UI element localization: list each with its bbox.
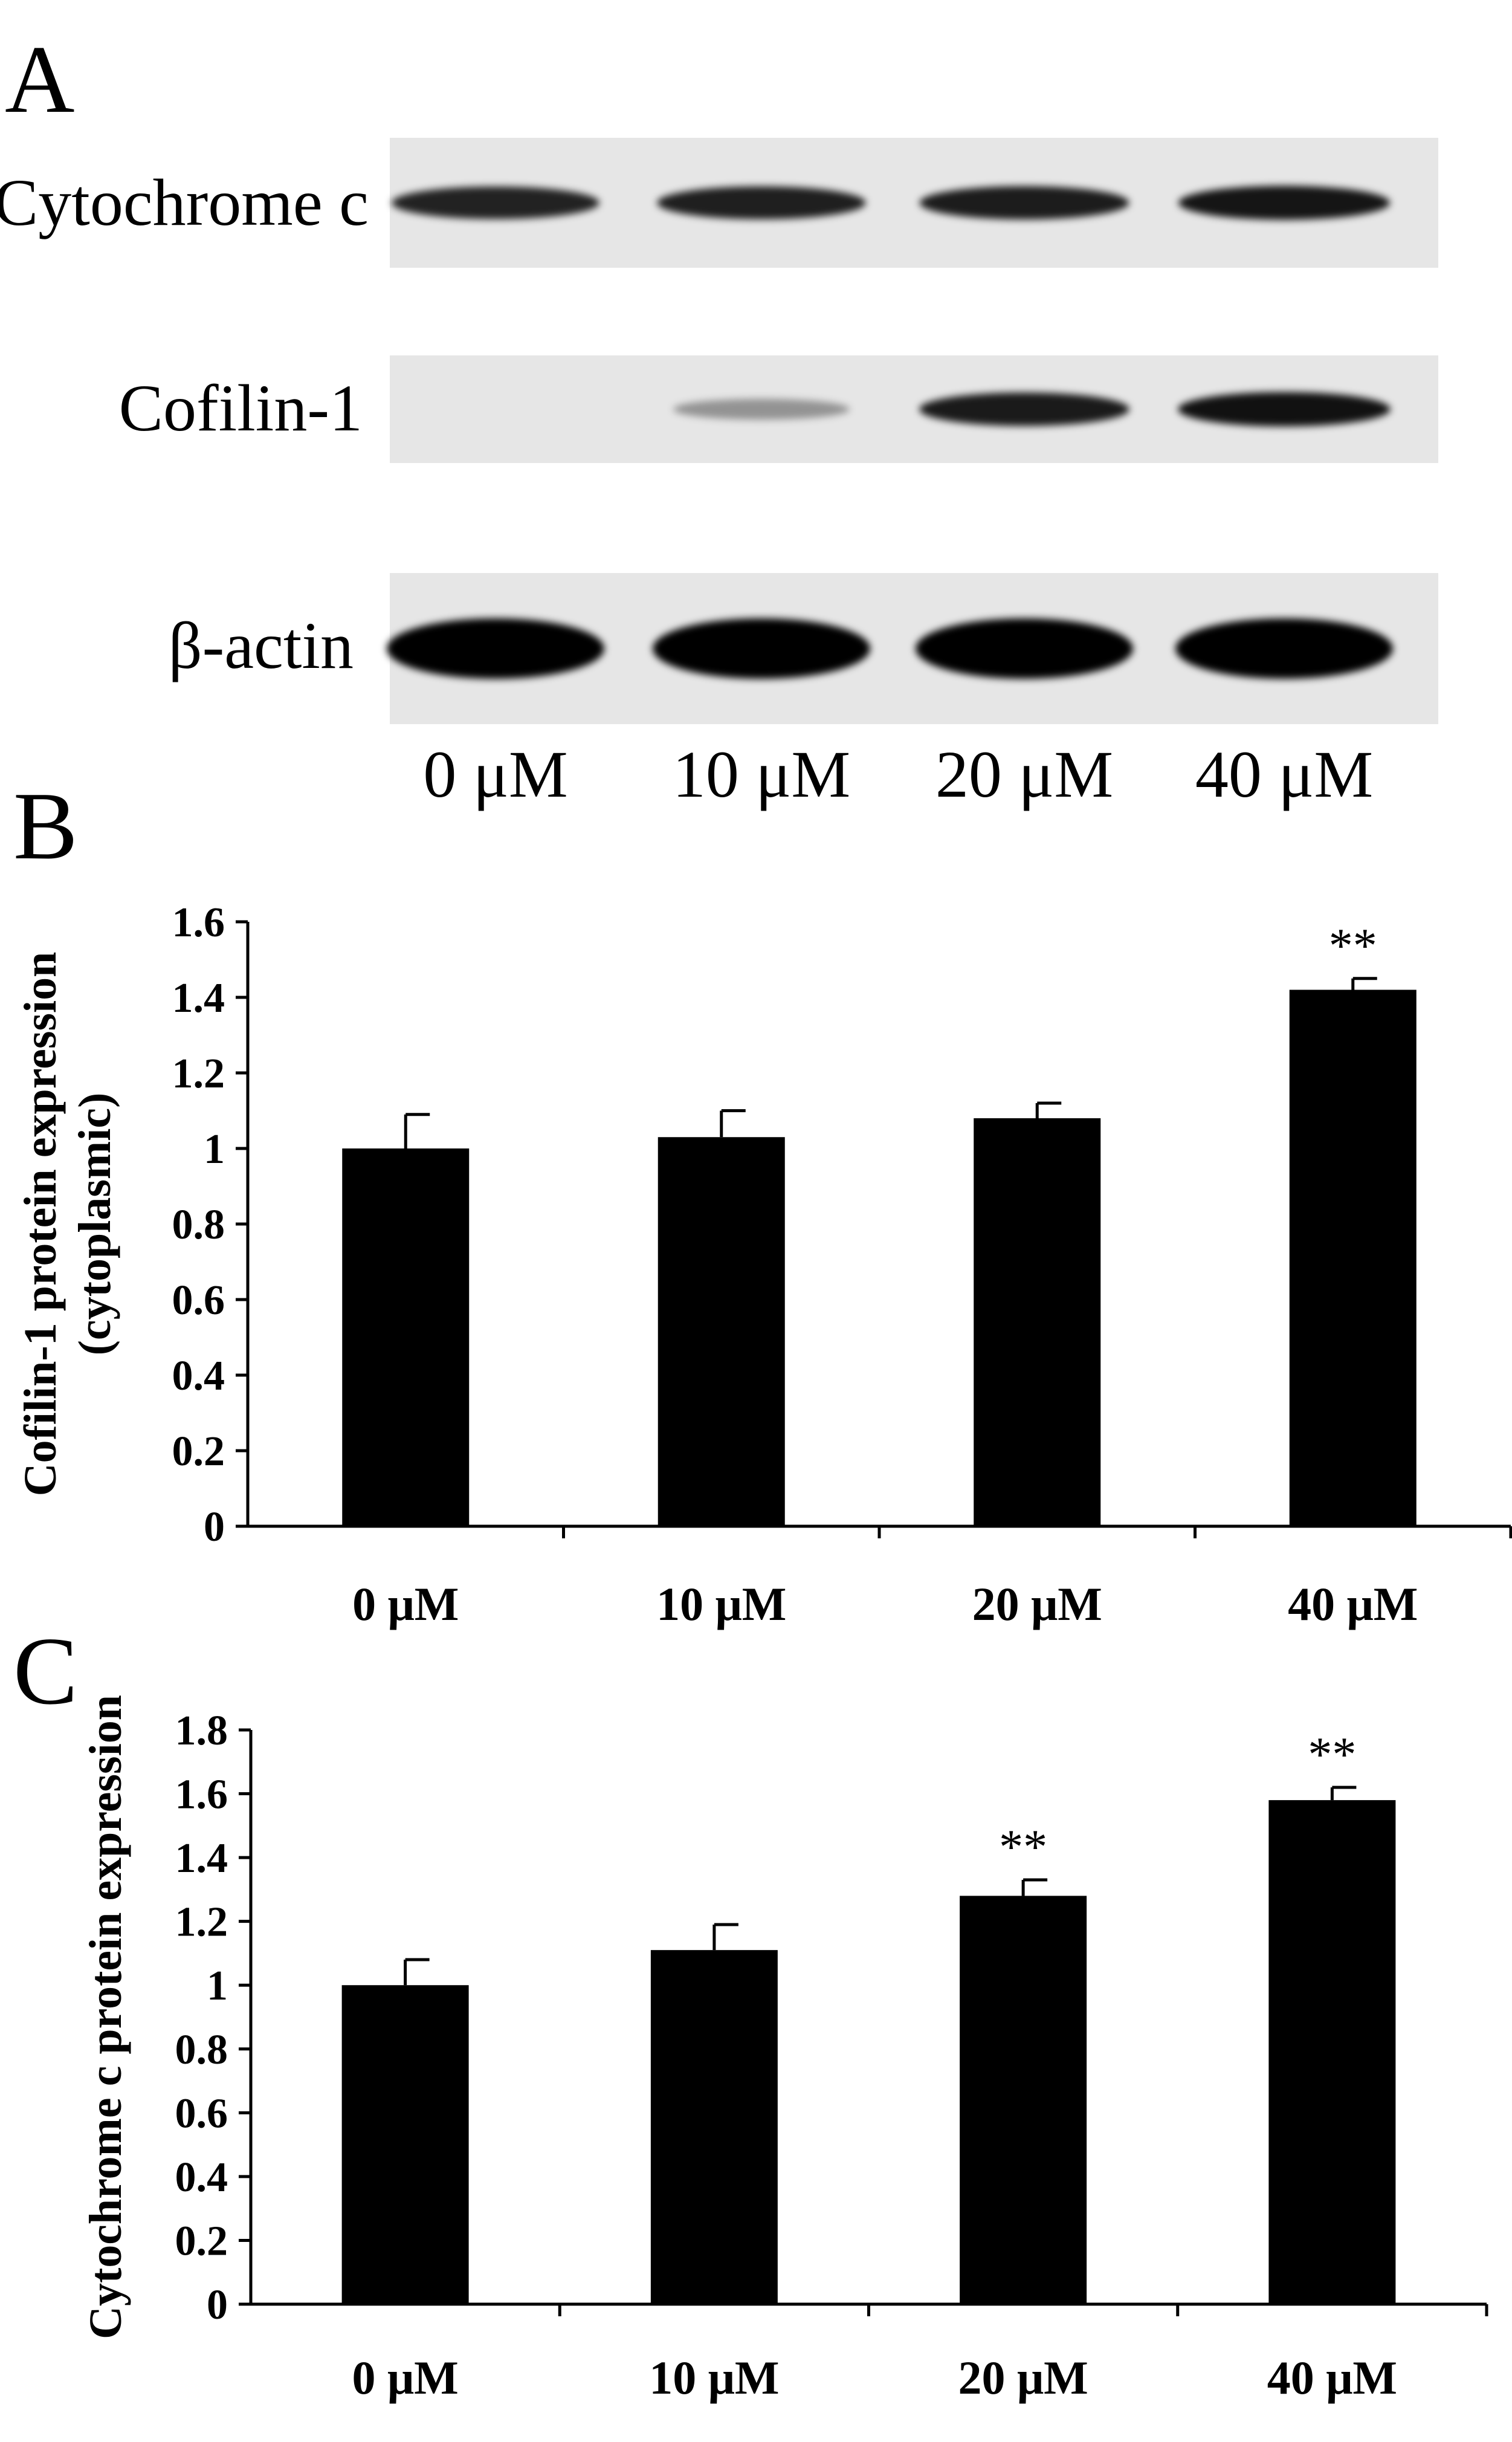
lane-label: 0 μM [423,737,567,811]
y-tick-label: 0.6 [175,2090,228,2137]
y-tick-label: 0.6 [172,1277,225,1324]
blot-band [653,618,870,679]
bar [650,1950,778,2304]
significance-label: ** [1329,919,1377,973]
blot-row: β-actin [169,573,1438,724]
blot-band [657,186,866,219]
bar [1289,989,1417,1526]
bar [960,1896,1087,2304]
bar [657,1137,785,1526]
y-tick-label: 1.4 [175,1835,228,1882]
x-tick-label: 20 μM [972,1578,1102,1630]
y-tick-label: 0.4 [172,1353,225,1399]
lane-label: 20 μM [935,737,1113,811]
y-axis-title: Cytochrome c protein expression [80,1695,131,2339]
x-tick-label: 10 μM [656,1578,786,1630]
y-tick-label: 0.8 [172,1202,225,1248]
y-tick-label: 0.2 [175,2218,228,2264]
lane-labels: 0 μM 10 μM 20 μM 40 μM [423,737,1373,811]
blot-band [392,186,599,219]
chart-c: 0 0.2 0.4 0.6 0.8 1 1.2 1.4 1.6 1.8 0 μM 10 μM ** 20 … [80,1695,1488,2404]
blot-band [1175,618,1393,679]
y-tick-label: 1.8 [175,1708,228,1754]
x-tick-label: 40 μM [1267,2351,1397,2404]
y-tick-label: 0.2 [172,1428,225,1475]
x-tick-label: 40 μM [1288,1578,1418,1630]
y-tick-label: 0.8 [175,2027,228,2073]
blot-band [1178,186,1391,220]
y-tick-label: 0.4 [175,2154,228,2201]
y-tick-label: 0 [207,2282,228,2328]
blot-band [919,392,1129,426]
panel-b-letter: B [13,772,78,879]
y-tick-label: 1 [204,1126,225,1173]
significance-label: ** [999,1821,1047,1874]
significance-label: ** [1308,1728,1356,1781]
x-tick-label: 0 μM [352,1578,459,1630]
blot-rows: Cytochrome c Cofilin-1 β-actin [0,138,1438,724]
panel-c-letter: C [13,1617,78,1725]
y-axis-title: Cofilin-1 protein expression [15,952,66,1497]
y-tick-label: 1.2 [172,1051,225,1097]
chart-b: 0 0.2 0.4 0.6 0.8 1 1.2 1.4 1.6 0 μM 10 μM 20 μM ** 4… [15,899,1512,1630]
y-tick-label: 0 [204,1504,225,1550]
panel-a: A Cytochrome c Cofilin-1 β-actin 0 μM 10 μM… [0,25,1438,811]
y-tick-label: 1.6 [172,899,225,946]
y-axis-title: (cytoplasmic) [69,1093,120,1356]
blot-row: Cytochrome c [0,138,1438,268]
blot-row: Cofilin-1 [119,355,1438,463]
blot-band [1178,392,1391,427]
lane-label: 40 μM [1195,737,1373,811]
x-tick-label: 0 μM [352,2351,458,2404]
x-tick-label: 20 μM [958,2351,1088,2404]
y-tick-label: 1.6 [175,1772,228,1818]
blot-row-label: β-actin [169,609,354,682]
y-tick-label: 1.4 [172,975,225,1022]
bar [1268,1800,1396,2304]
blot-band [673,398,850,420]
lane-label: 10 μM [673,737,850,811]
blot-band [916,618,1133,679]
blot-row-label: Cytochrome c [0,166,369,239]
blot-row-label: Cofilin-1 [119,371,363,445]
y-tick-label: 1.2 [175,1899,228,1946]
x-tick-label: 10 μM [649,2351,779,2404]
bar [342,1148,470,1526]
bar [974,1118,1101,1526]
blot-band [919,186,1129,220]
y-tick-label: 1 [207,1963,228,2009]
panel-a-letter: A [5,25,75,133]
blot-band [387,618,604,679]
bar [341,1985,469,2304]
